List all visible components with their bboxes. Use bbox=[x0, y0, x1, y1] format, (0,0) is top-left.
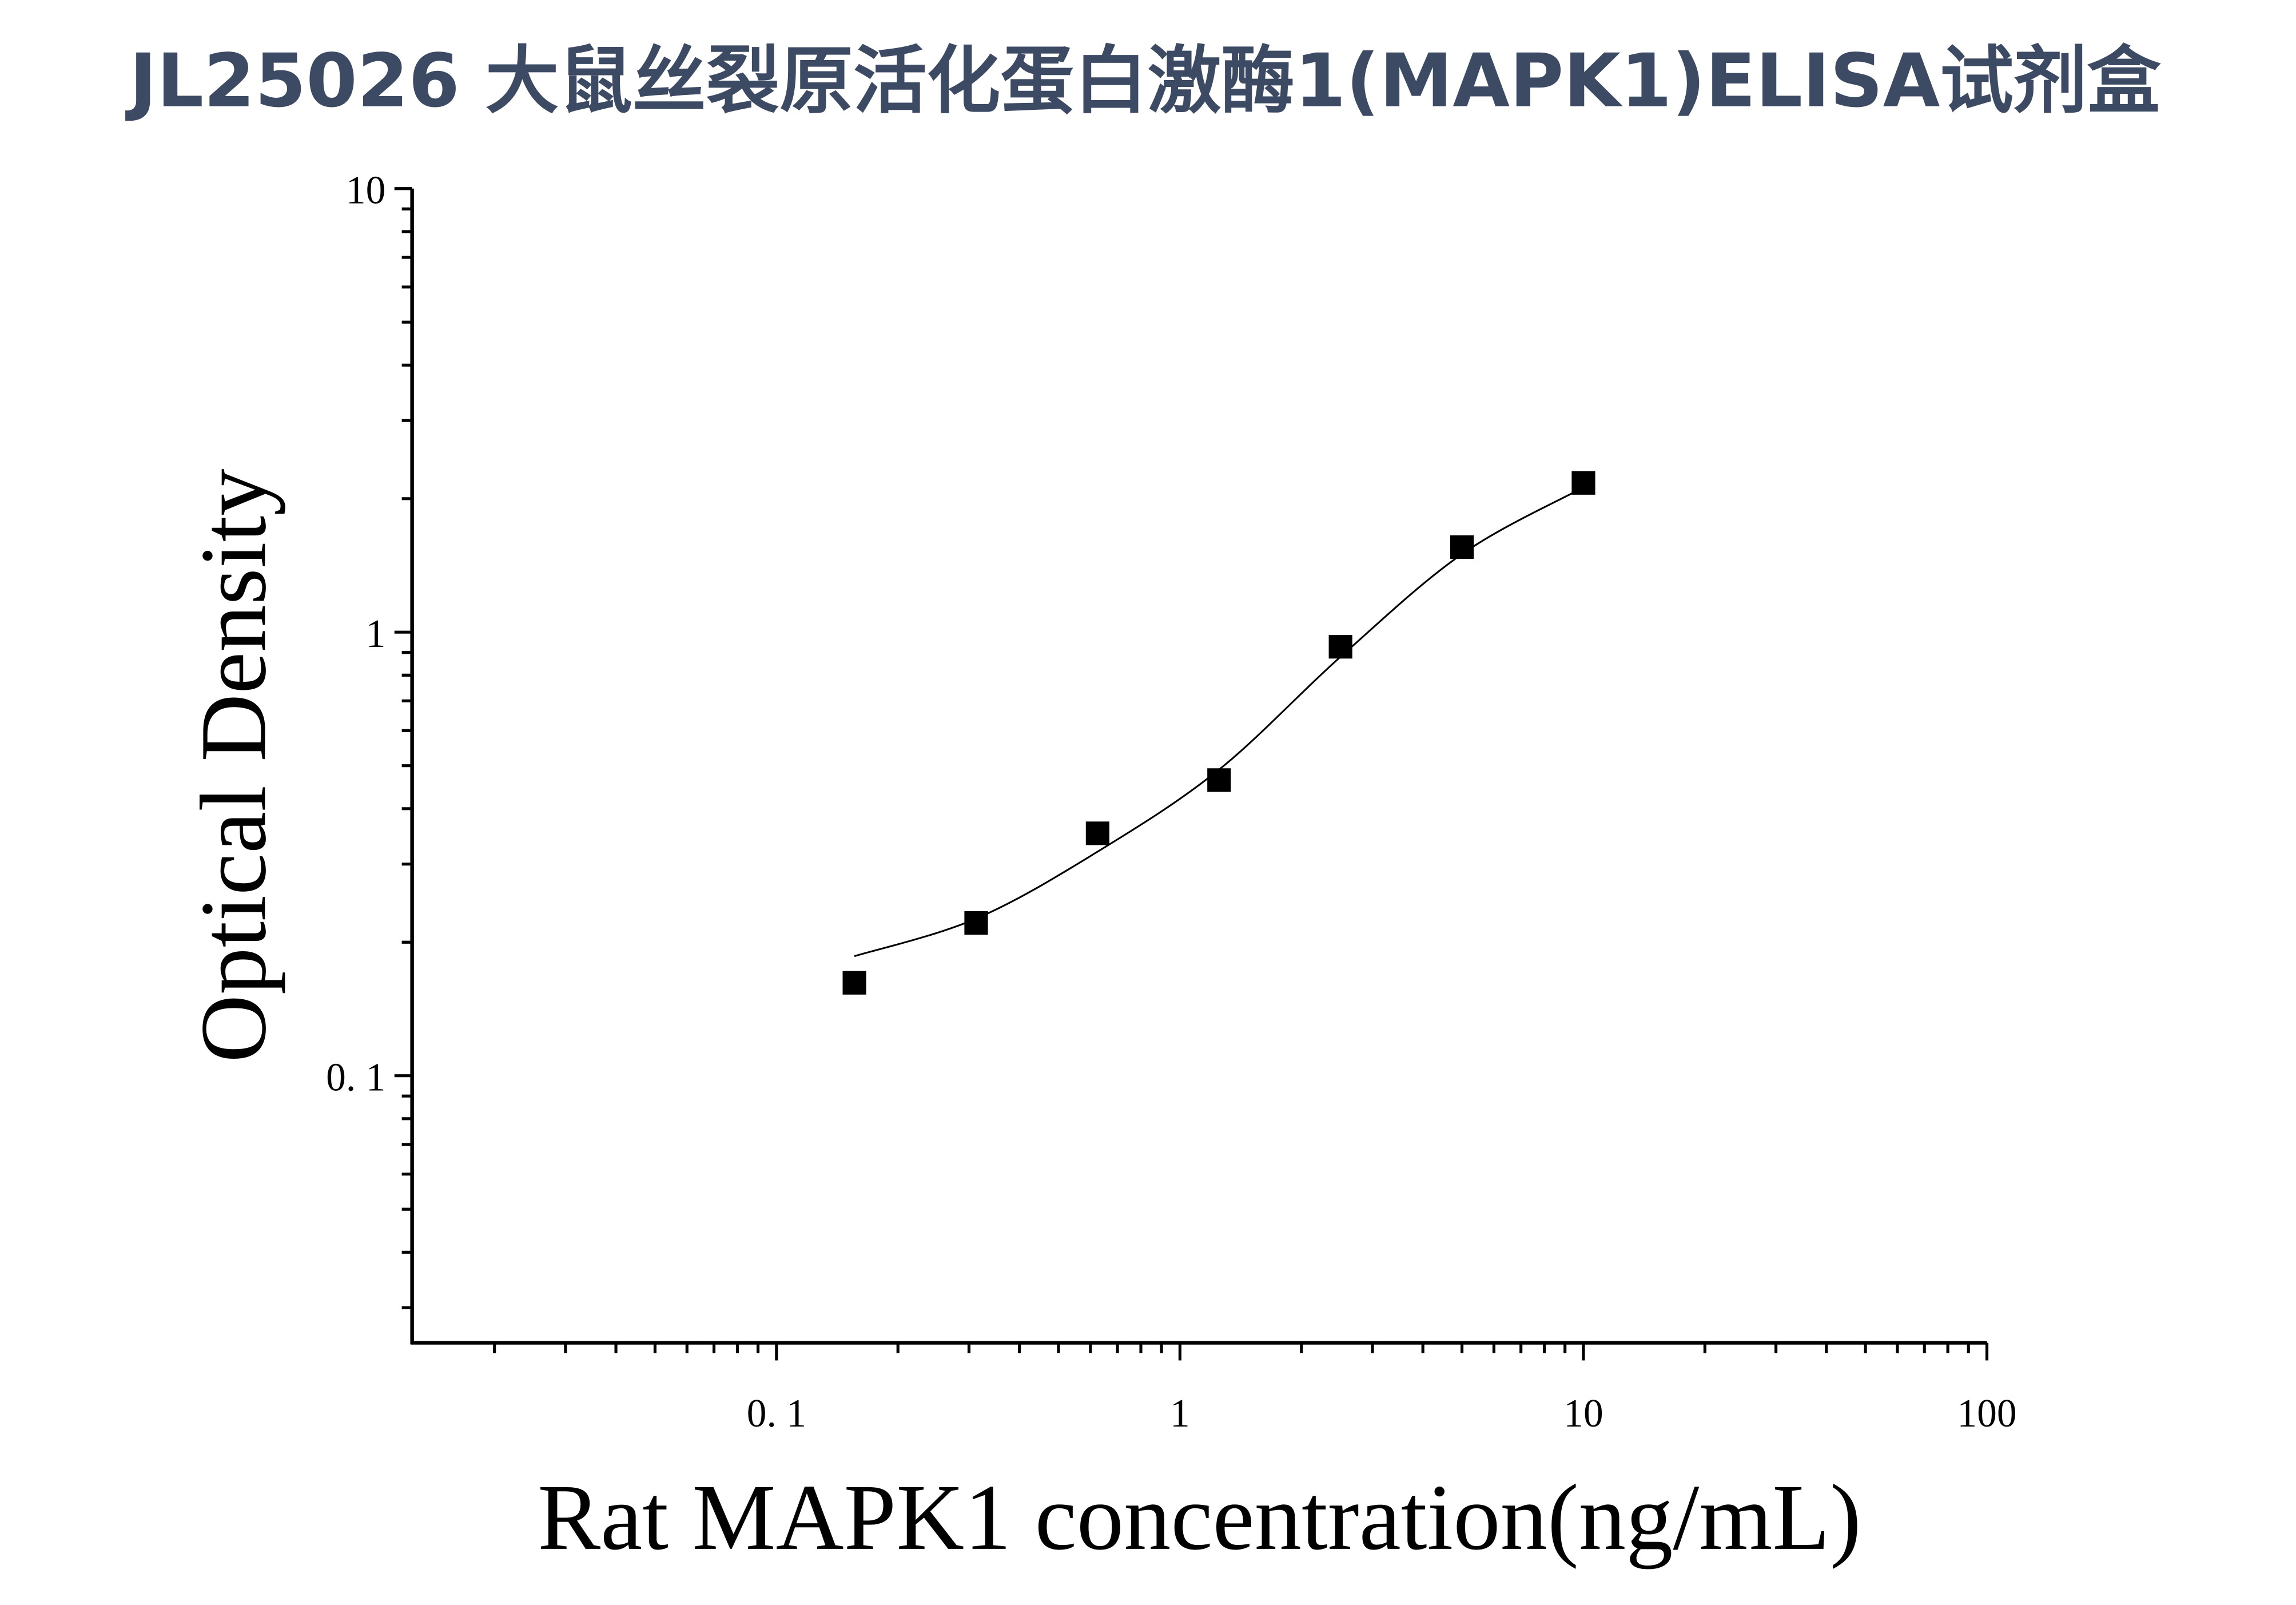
x-tick-label: 0. 1 bbox=[747, 1392, 806, 1436]
data-point bbox=[842, 971, 866, 995]
y-axis-label: Optical Density bbox=[181, 468, 285, 1062]
axes bbox=[410, 188, 1987, 1345]
data-point bbox=[1085, 821, 1109, 845]
x-tick-label: 1 bbox=[1170, 1392, 1190, 1436]
y-tick-label: 0. 1 bbox=[326, 1055, 385, 1099]
y-tick-label: 1 bbox=[366, 612, 386, 656]
data-point bbox=[1328, 635, 1352, 659]
x-axis-label: Rat MAPK1 concentration(ng/mL) bbox=[538, 1465, 1861, 1570]
ticks bbox=[394, 187, 1989, 1361]
x-tick-label: 10 bbox=[1563, 1392, 1603, 1436]
data-point bbox=[1571, 471, 1595, 495]
chart-title: JL25026 大鼠丝裂原活化蛋白激酶1(MAPK1)ELISA试剂盒 bbox=[125, 39, 2161, 124]
data-point bbox=[1450, 535, 1474, 559]
x-tick-label: 100 bbox=[1957, 1392, 2016, 1436]
y-tick-label: 10 bbox=[346, 168, 385, 212]
fit-curve bbox=[854, 486, 1584, 958]
tick-labels: 0. 1 1 10 100 0. 1 1 10 bbox=[326, 168, 2017, 1436]
data-point bbox=[964, 911, 988, 935]
data-point bbox=[1207, 768, 1231, 792]
data-points bbox=[842, 471, 1595, 995]
